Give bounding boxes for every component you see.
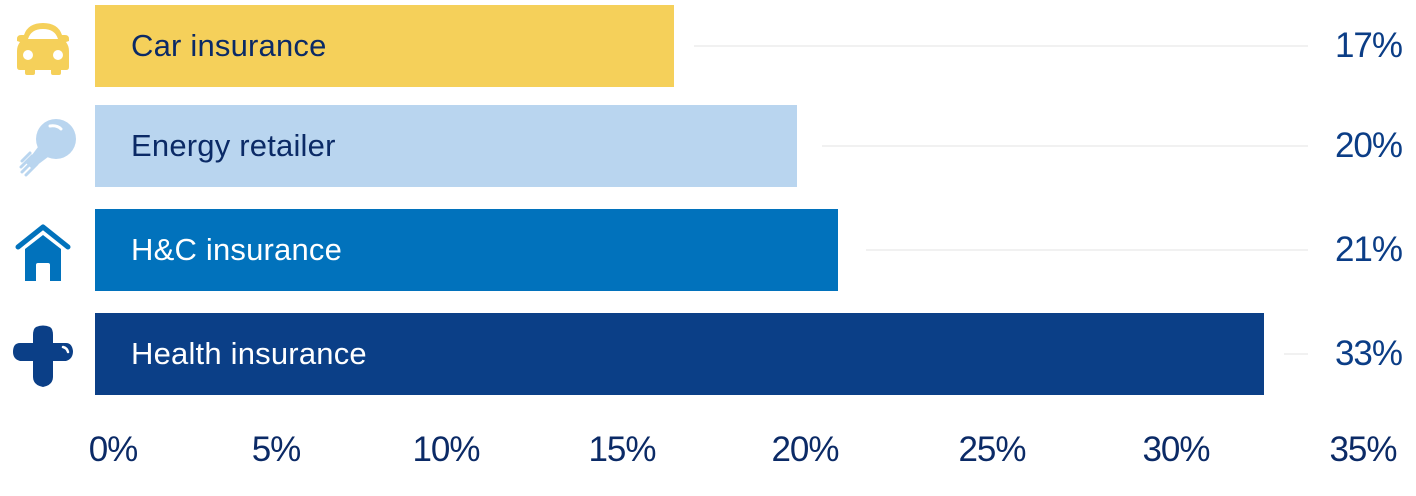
bar-row-car-insurance: Car insurance 17% [0,5,1416,87]
value-label: 33% [1334,334,1403,373]
bar-car-insurance: Car insurance [95,5,674,87]
bar-label: Health insurance [131,336,367,371]
x-tick: 5% [251,430,302,469]
bar-label: H&C insurance [131,232,343,267]
leader-line [1284,353,1308,355]
x-tick: 20% [771,430,839,469]
leader-line [694,45,1308,47]
x-tick: 10% [412,430,480,469]
value-label: 21% [1334,230,1403,269]
x-tick: 35% [1329,430,1397,469]
x-tick: 25% [958,430,1026,469]
bar-health-insurance: Health insurance [95,313,1264,395]
x-tick: 15% [588,430,656,469]
car-icon [17,23,69,75]
bar-row-health-insurance: Health insurance 33% [0,313,1416,395]
bar-energy-retailer: Energy retailer [95,105,797,187]
value-label: 17% [1334,26,1403,65]
house-icon [15,224,71,281]
leader-line [822,145,1308,147]
bar-label: Energy retailer [131,128,336,163]
bar-label: Car insurance [131,28,327,63]
value-label: 20% [1334,126,1403,165]
lightbulb-icon [19,119,76,177]
x-axis: 0% 5% 10% 15% 20% 25% 30% 35% [0,420,1416,480]
x-tick: 0% [88,430,139,469]
medical-cross-icon [13,325,73,387]
bar-row-hc-insurance: H&C insurance 21% [0,209,1416,291]
bar-row-energy-retailer: Energy retailer 20% [0,105,1416,187]
leader-line [866,249,1308,251]
x-tick: 30% [1142,430,1210,469]
bar-hc-insurance: H&C insurance [95,209,838,291]
